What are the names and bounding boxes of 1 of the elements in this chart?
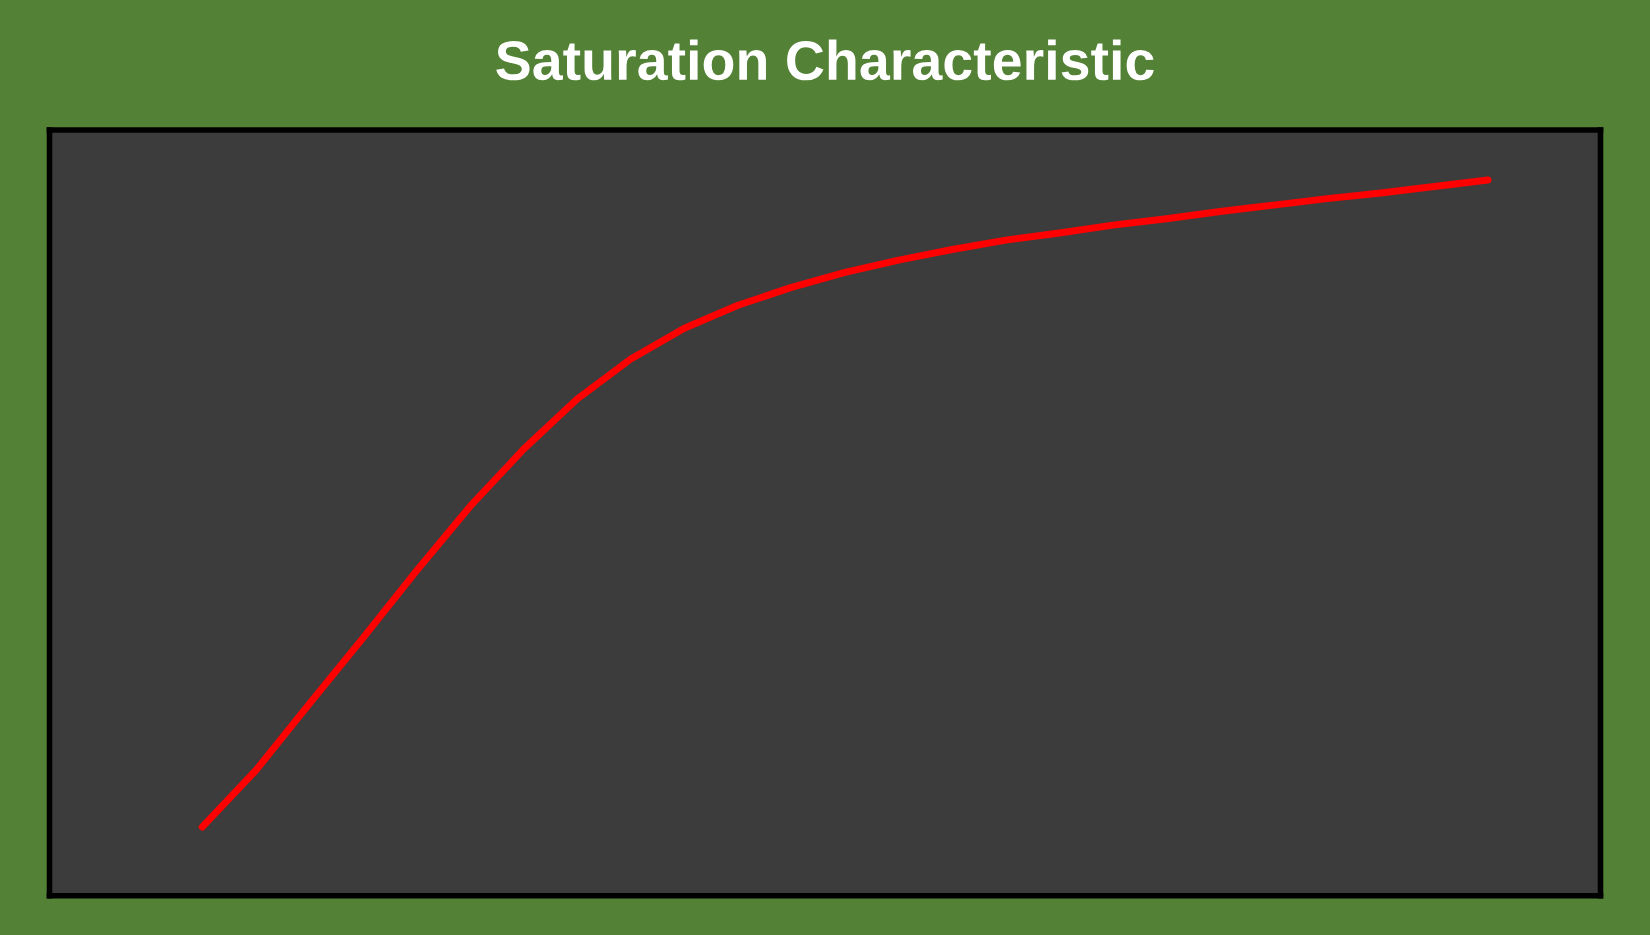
chart-title: Saturation Characteristic xyxy=(496,39,1154,81)
